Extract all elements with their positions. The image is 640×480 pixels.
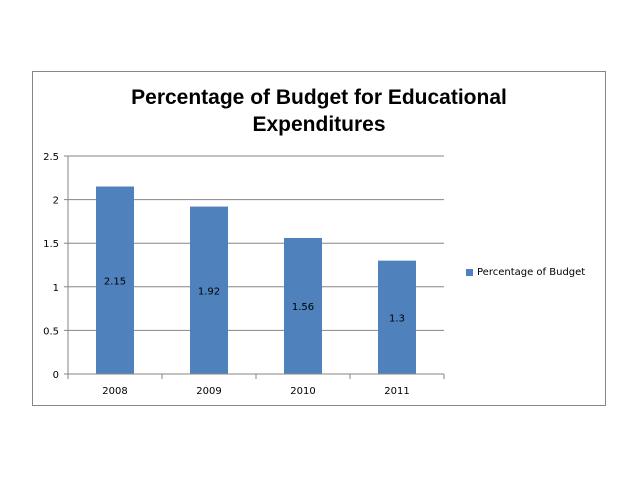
data-label: 1.92 <box>198 286 220 297</box>
x-tick-label: 2009 <box>196 386 221 397</box>
legend-swatch <box>466 269 473 276</box>
data-label: 1.56 <box>292 302 314 313</box>
chart-title-line2: Expenditures <box>252 113 386 136</box>
x-tick-label: 2011 <box>384 386 409 397</box>
legend-label: Percentage of Budget <box>477 267 586 278</box>
x-tick-label: 2008 <box>102 386 127 397</box>
y-tick-label: 2 <box>53 196 59 207</box>
bar <box>96 186 134 374</box>
data-label: 1.3 <box>389 313 405 324</box>
bar <box>284 237 322 374</box>
y-tick-label: 0 <box>53 370 59 381</box>
bar <box>190 206 228 374</box>
y-tick-label: 0.5 <box>43 326 59 337</box>
y-tick-label: 2.5 <box>43 152 59 163</box>
x-tick-label: 2010 <box>290 386 315 397</box>
chart-title: Percentage of Budget for Educational Exp… <box>32 84 606 138</box>
bar <box>378 260 416 374</box>
chart-frame <box>32 71 606 406</box>
data-label: 2.15 <box>104 276 126 287</box>
y-tick-label: 1.5 <box>43 239 59 250</box>
y-tick-label: 1 <box>53 283 59 294</box>
chart-title-line1: Percentage of Budget for Educational <box>131 86 507 109</box>
legend: Percentage of Budget <box>466 267 585 278</box>
